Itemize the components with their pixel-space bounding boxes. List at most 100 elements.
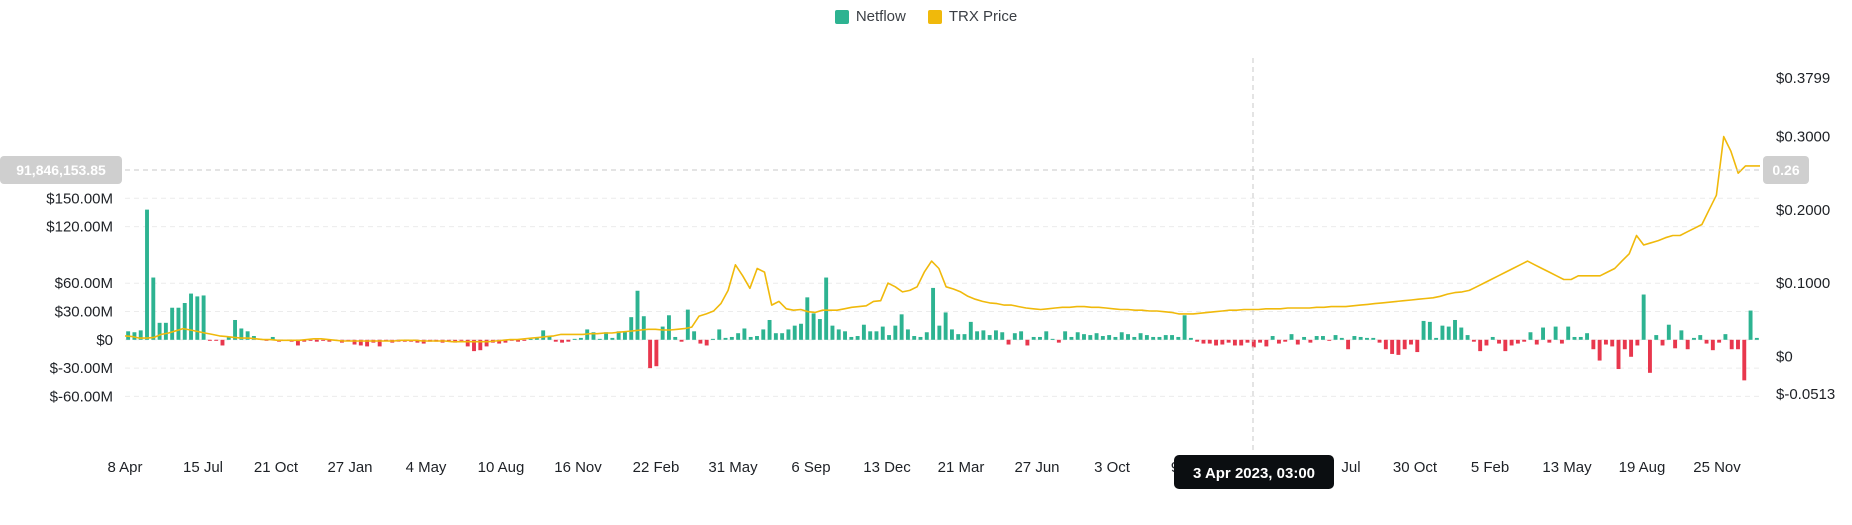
y-right-tick-label: $0 [1776,348,1793,365]
netflow-bar [1226,339,1231,343]
netflow-bar [931,287,936,340]
netflow-bar [1465,335,1470,340]
netflow-bar [729,336,734,340]
netflow-bar [1151,336,1156,340]
netflow-bar [358,339,363,346]
x-tick-label: 21 Oct [254,459,299,476]
netflow-bar [905,329,910,340]
x-tick-label: 8 Apr [107,459,142,476]
netflow-bar [610,337,615,340]
netflow-bar [1044,331,1049,340]
y-right-tick-label: $0.1000 [1776,275,1830,292]
netflow-bar [654,339,659,367]
netflow-bar [641,316,646,340]
netflow-bar [629,317,634,340]
axes: $150.00M $120.00M $60.00M $30.00M $0 $-30.00M… [46,70,1835,476]
y-right-tick-label: $0.2000 [1776,202,1830,219]
netflow-bar [459,339,464,341]
netflow-bar [1383,339,1388,350]
netflow-bar [679,339,684,342]
netflow-bar [1685,339,1690,350]
netflow-bar [1088,335,1093,340]
x-tick-label: 27 Jan [327,459,372,476]
netflow-bar [132,332,137,340]
netflow-bar [151,277,156,340]
netflow-bar [868,331,873,340]
netflow-bar [1188,337,1193,340]
netflow-bar [1031,336,1036,340]
x-tick-label: 4 May [406,459,447,476]
netflow-bar [1503,339,1508,352]
netflow-bar [1251,339,1256,348]
netflow-bar [956,334,961,340]
left-value-badge-text: 91,846,153.85 [16,162,106,178]
netflow-bar [748,336,753,340]
netflow-bar [1113,336,1118,340]
netflow-bar [1302,336,1307,340]
netflow-bar [1396,339,1401,355]
netflow-bar [799,323,803,340]
netflow-bar [1163,335,1168,340]
netflow-bar [1201,339,1206,344]
x-tick-label: 15 Jul [183,459,223,476]
netflow-bar [1434,337,1439,340]
x-tick-label: 21 Mar [938,459,985,476]
legend-item-netflow[interactable]: Netflow [834,8,906,25]
netflow-bar [660,326,665,340]
netflow-bar [484,339,489,347]
netflow-bar [1459,327,1464,340]
netflow-bar [1666,324,1671,340]
netflow-bar [912,336,917,340]
netflow-bar [792,325,797,340]
netflow-bar [874,331,879,340]
netflow-bar [1692,337,1696,340]
netflow-bar [723,337,728,340]
netflow-bar [711,338,715,340]
netflow-bar [994,330,998,340]
netflow-bar [1578,336,1583,340]
netflow-bar [1138,333,1143,340]
netflow-bar [1748,310,1753,340]
netflow-bar [1566,326,1571,340]
date-tooltip: 3 Apr 2023, 03:00 [1174,455,1334,489]
netflow-bar [717,329,722,340]
netflow-bar [887,335,891,340]
x-tick-label: Jul [1341,459,1360,476]
netflow-bar [1346,339,1351,350]
netflow-bar [648,339,653,369]
netflow-bar [145,209,149,340]
crosshair: 91,846,153.85 0.26 3 Apr 2023, 03:00 [0,58,1809,489]
netflow-bar [1339,337,1344,340]
netflow-bar [849,336,854,340]
netflow-bar [1453,319,1457,340]
netflow-bar [1446,326,1451,340]
netflow-bar [1515,339,1520,344]
netflow-bar [1314,336,1319,340]
netflow-bar [157,322,162,340]
netflow-bar [893,325,898,340]
netflow-bar [786,329,791,340]
netflow-bar [295,339,300,346]
netflow-bar [1622,339,1627,350]
x-tick-label: 19 Aug [1619,459,1666,476]
right-value-badge: 0.26 [1763,156,1809,184]
netflow-bar [1490,336,1495,340]
netflow-bar [352,339,357,345]
legend-item-trx-price[interactable]: TRX Price [927,8,1017,25]
netflow-bar [1157,336,1162,340]
netflow-bar [924,332,929,340]
netflow-bar [805,297,810,340]
y-right-tick-label: $0.3000 [1776,129,1830,146]
netflow-bar [226,336,231,340]
netflow-bar [1000,332,1005,340]
netflow-bar [1308,339,1313,343]
netflow-bar [1559,339,1564,344]
netflow-bar [1679,330,1684,340]
netflow-bar [1182,315,1187,340]
netflow-bar [314,339,319,342]
netflow-bar [830,325,835,340]
netflow-bar [843,331,847,340]
netflow-bar [1509,339,1514,346]
netflow-bar [981,330,986,340]
